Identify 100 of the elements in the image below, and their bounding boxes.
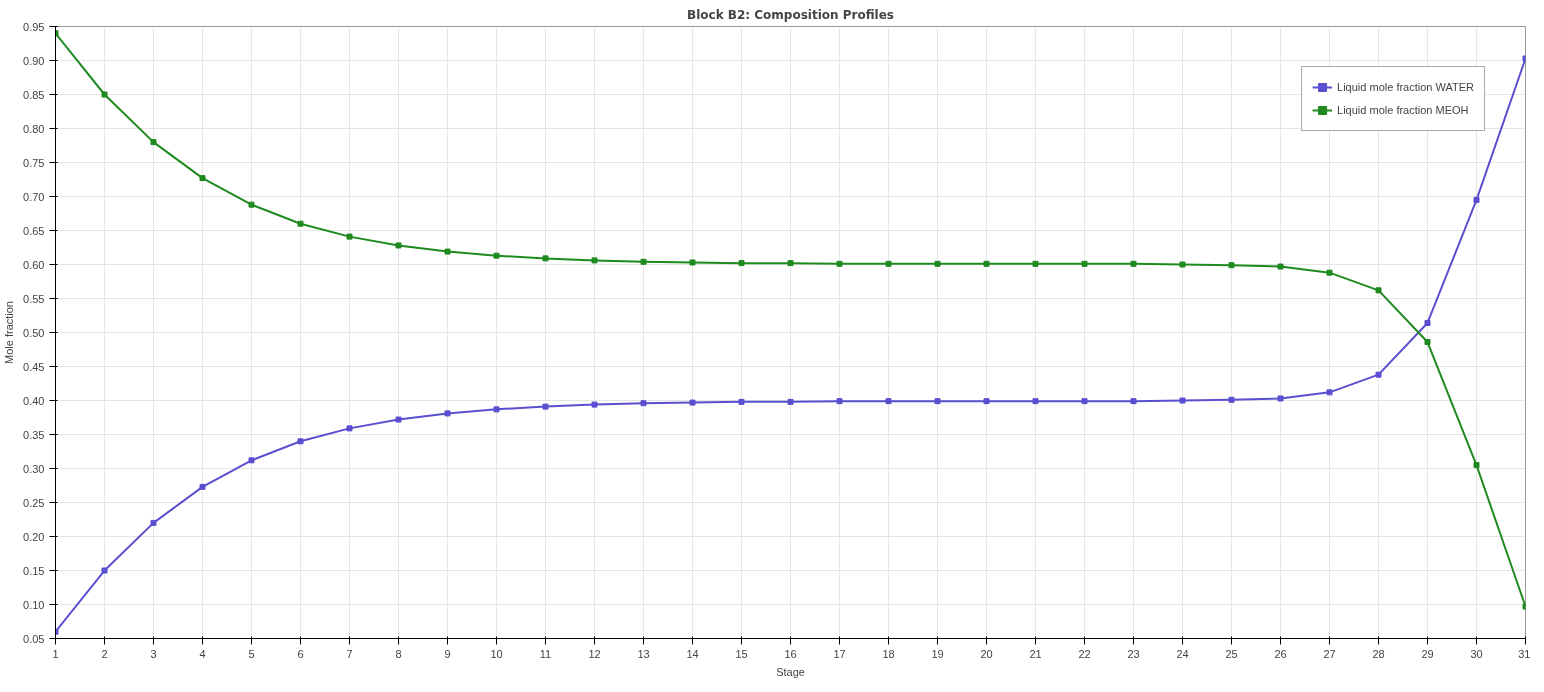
- point: [1130, 398, 1137, 405]
- y-tick-label: 0.85: [23, 88, 45, 101]
- point: [1375, 371, 1382, 378]
- x-tick-label: 30: [1470, 647, 1483, 660]
- x-tick-label: 24: [1176, 647, 1189, 660]
- y-tick-label: 0.20: [23, 530, 45, 543]
- point: [346, 233, 353, 240]
- x-tick-label: 4: [199, 647, 206, 660]
- x-tick-label: 9: [444, 647, 451, 660]
- point: [493, 252, 500, 259]
- y-tick-label: 0.25: [23, 496, 45, 509]
- point: [983, 260, 990, 267]
- chart-title: Block B2: Composition Profiles: [687, 7, 894, 22]
- point: [689, 259, 696, 266]
- point: [542, 403, 549, 410]
- point: [689, 399, 696, 406]
- x-tick-label: 11: [539, 647, 552, 660]
- point: [1130, 260, 1137, 267]
- point: [101, 567, 108, 574]
- point: [1081, 260, 1088, 267]
- point: [836, 260, 843, 267]
- legend-label: Liquid mole fraction MEOH: [1337, 104, 1469, 116]
- point: [150, 519, 157, 526]
- y-axis-title: Mole fraction: [3, 301, 16, 364]
- x-tick-label: 5: [248, 647, 255, 660]
- point: [444, 248, 451, 255]
- y-tick-label: 0.05: [23, 632, 45, 645]
- point: [787, 398, 794, 405]
- point: [1473, 462, 1480, 469]
- x-tick-label: 23: [1127, 647, 1140, 660]
- point: [297, 220, 304, 227]
- point: [248, 457, 255, 464]
- x-tick-label: 6: [297, 647, 304, 660]
- point: [1277, 395, 1284, 402]
- point: [787, 260, 794, 267]
- point: [934, 260, 941, 267]
- x-tick-label: 15: [735, 647, 748, 660]
- x-tick-label: 2: [101, 647, 108, 660]
- y-tick-label: 0.65: [23, 224, 45, 237]
- x-tick-label: 22: [1078, 647, 1091, 660]
- point: [1228, 262, 1235, 269]
- y-tick-label: 0.75: [23, 156, 45, 169]
- point: [150, 139, 157, 146]
- point: [1424, 339, 1431, 346]
- point: [542, 255, 549, 262]
- point: [738, 398, 745, 405]
- point: [1277, 263, 1284, 270]
- point: [1179, 261, 1186, 268]
- point: [1473, 196, 1480, 203]
- y-tick-label: 0.80: [23, 122, 45, 135]
- point: [1375, 287, 1382, 294]
- point: [885, 398, 892, 405]
- point: [1326, 389, 1333, 396]
- x-tick-label: 16: [784, 647, 797, 660]
- x-tick-label: 27: [1323, 647, 1336, 660]
- point: [591, 401, 598, 408]
- x-tick-label: 8: [395, 647, 402, 660]
- x-tick-label: 12: [588, 647, 601, 660]
- x-tick-label: 28: [1372, 647, 1385, 660]
- x-tick-label: 18: [882, 647, 895, 660]
- point: [444, 410, 451, 417]
- x-tick-label: 21: [1029, 647, 1042, 660]
- x-tick-label: 29: [1421, 647, 1434, 660]
- x-tick-label: 7: [346, 647, 353, 660]
- x-axis-title: Stage: [776, 665, 805, 678]
- x-tick-label: 1: [52, 647, 59, 660]
- y-tick-label: 0.95: [23, 20, 45, 33]
- y-tick-label: 0.10: [23, 598, 45, 611]
- y-tick-label: 0.70: [23, 190, 45, 203]
- x-tick-label: 10: [490, 647, 503, 660]
- point: [591, 257, 598, 264]
- point: [395, 242, 402, 249]
- y-tick-label: 0.30: [23, 462, 45, 475]
- point: [248, 201, 255, 208]
- point: [1179, 397, 1186, 404]
- y-tick-label: 0.35: [23, 428, 45, 441]
- y-tick-label: 0.90: [23, 54, 45, 67]
- y-tick-label: 0.55: [23, 292, 45, 305]
- point: [1032, 398, 1039, 405]
- point: [738, 260, 745, 267]
- point: [836, 398, 843, 405]
- y-tick-label: 0.15: [23, 564, 45, 577]
- x-tick-label: 13: [637, 647, 650, 660]
- point: [934, 398, 941, 405]
- y-tick-label: 0.45: [23, 360, 45, 373]
- point: [983, 398, 990, 405]
- point: [885, 260, 892, 267]
- point: [199, 483, 206, 490]
- x-tick-label: 25: [1225, 647, 1238, 660]
- point: [1424, 319, 1431, 326]
- point: [493, 406, 500, 413]
- point: [395, 416, 402, 423]
- y-tick-label: 0.40: [23, 394, 45, 407]
- point: [297, 438, 304, 445]
- x-tick-label: 3: [150, 647, 157, 660]
- x-tick-label: 31: [1518, 647, 1531, 660]
- legend-label: Liquid mole fraction WATER: [1337, 81, 1474, 93]
- x-tick-label: 14: [686, 647, 699, 660]
- point: [640, 400, 647, 407]
- x-tick-label: 17: [833, 647, 846, 660]
